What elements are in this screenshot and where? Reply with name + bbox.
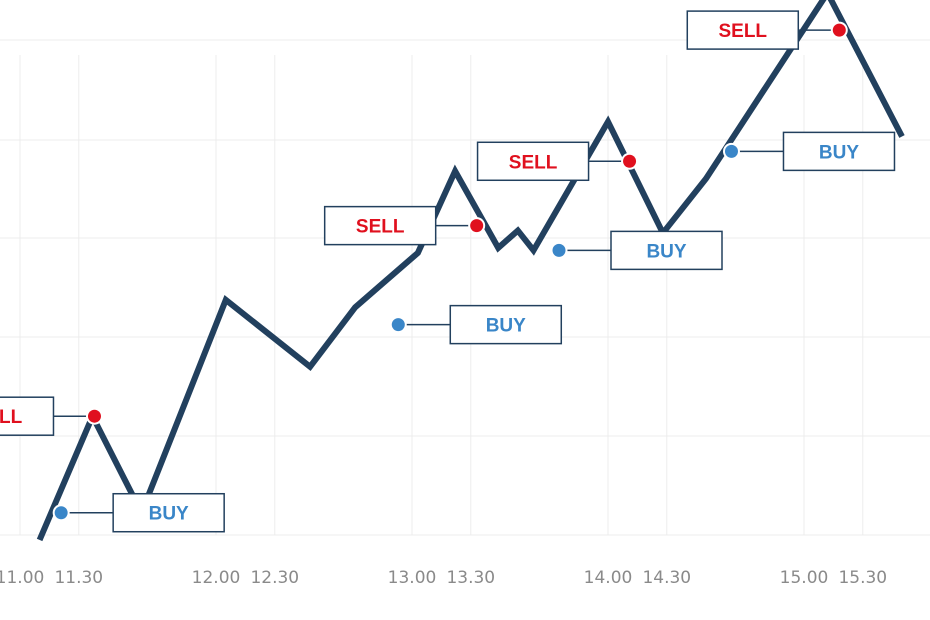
x-tick-label: 11.30 <box>54 568 103 588</box>
buy-label: BUY <box>646 241 686 262</box>
series-line <box>36 0 905 542</box>
sell-signal: SELL <box>476 141 639 182</box>
x-tick-label: 13.30 <box>446 568 495 588</box>
buy-dot <box>54 506 68 520</box>
callout-box <box>686 10 800 50</box>
x-tick-label: 15.30 <box>838 568 887 588</box>
callout-box <box>112 492 225 533</box>
sell-dot <box>623 154 637 168</box>
x-tick-label: 15.00 <box>780 568 829 588</box>
buy-dot <box>552 243 566 257</box>
sell-signal: SELL <box>686 10 848 50</box>
x-tick-label: 11.00 <box>0 568 44 588</box>
x-tick-label: 14.30 <box>642 568 691 588</box>
callout-box <box>449 304 563 345</box>
price-series <box>36 0 905 542</box>
callout-box <box>0 396 55 436</box>
buy-dot <box>724 144 738 158</box>
x-tick-label: 12.00 <box>192 568 241 588</box>
buy-signal: BUY <box>389 304 563 345</box>
sell-signal: SELL <box>323 205 486 246</box>
buy-signal: BUY <box>550 230 723 271</box>
callout-box <box>610 230 723 271</box>
sell-dot <box>470 219 484 233</box>
buy-signal: BUY <box>722 131 896 172</box>
buy-signal: BUY <box>52 492 225 533</box>
buy-label: BUY <box>819 142 859 163</box>
sell-label: SELL <box>356 217 405 238</box>
sell-signal: SELL <box>0 396 103 436</box>
callout-box <box>782 131 896 172</box>
signals: BUY SELL BUY SELL BUY SELL BUY SELL <box>0 10 896 533</box>
sell-dot <box>832 23 846 37</box>
sell-label: SELL <box>509 152 558 173</box>
x-tick-label: 12.30 <box>250 568 299 588</box>
x-tick-label: 13.00 <box>388 568 437 588</box>
sell-label: SELL <box>718 21 767 42</box>
buy-label: BUY <box>149 504 189 525</box>
sell-dot <box>87 409 101 423</box>
grid <box>0 39 930 536</box>
x-axis: 11.00 11.30 12.00 12.30 13.00 13.30 14.00 14.30… <box>0 568 887 588</box>
callout-box <box>323 205 437 246</box>
x-tick-label: 14.00 <box>584 568 633 588</box>
buy-label: BUY <box>486 316 526 337</box>
callout-box <box>476 141 590 182</box>
buy-dot <box>391 318 405 332</box>
sell-label: SELL <box>0 407 23 428</box>
